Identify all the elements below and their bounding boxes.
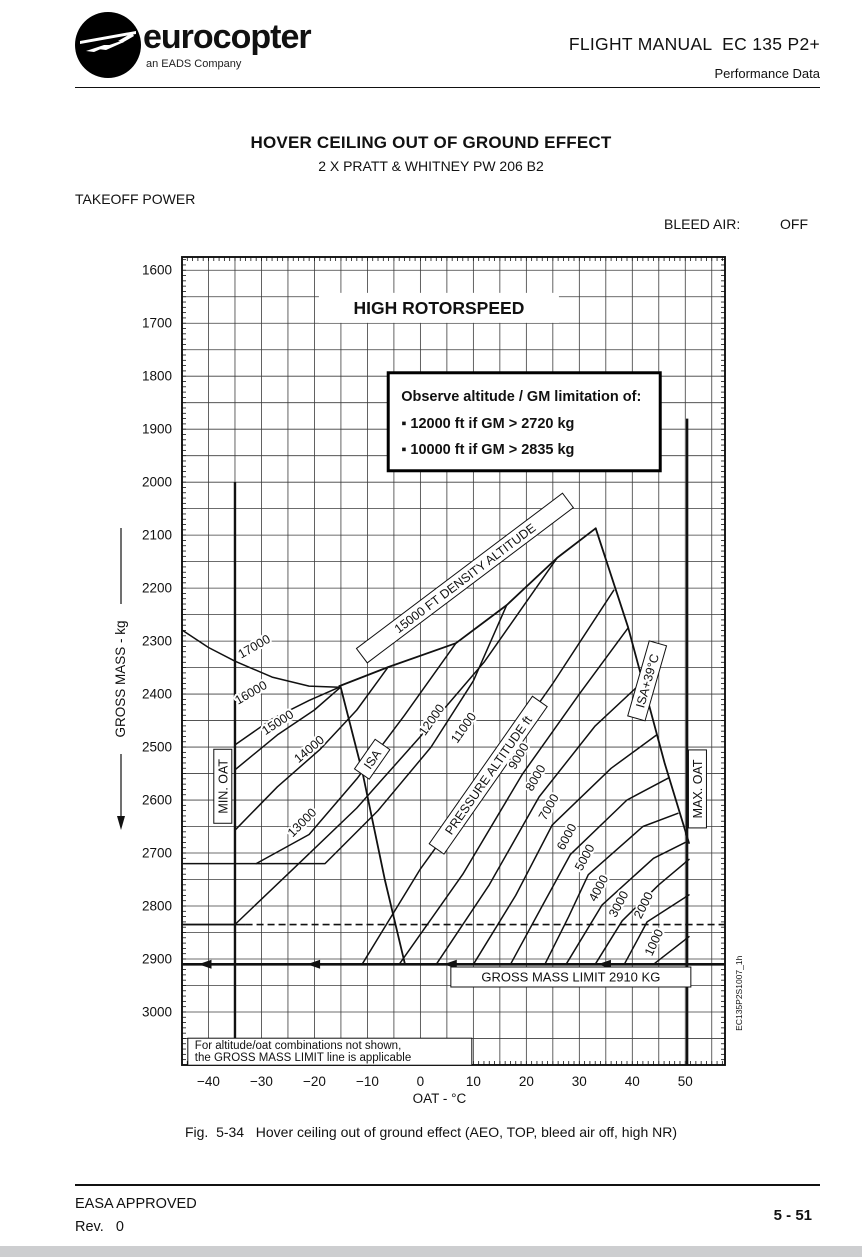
page-title: HOVER CEILING OUT OF GROUND EFFECT (250, 133, 612, 152)
svg-text:1700: 1700 (142, 316, 172, 331)
svg-text:1600: 1600 (142, 263, 172, 278)
svg-text:For altitude/oat combinations: For altitude/oat combinations not shown, (195, 1040, 401, 1052)
condition-takeoff-power: TAKEOFF POWER (75, 191, 196, 207)
brand-subtitle: an EADS Company (146, 58, 242, 70)
svg-text:1000: 1000 (642, 927, 666, 958)
rotor-blade-icon (80, 31, 136, 44)
svg-text:OAT - °C: OAT - °C (413, 1091, 467, 1106)
svg-text:GROSS MASS - kg: GROSS MASS - kg (113, 620, 128, 737)
svg-text:2400: 2400 (142, 687, 172, 702)
svg-text:15000: 15000 (259, 707, 296, 738)
svg-text:1800: 1800 (142, 369, 172, 384)
svg-text:11000: 11000 (448, 710, 479, 746)
figure-caption: Fig. 5-34 Hover ceiling out of ground ef… (184, 1124, 678, 1140)
bleed-air-label: BLEED AIR: (664, 216, 741, 232)
svg-text:1900: 1900 (142, 422, 172, 437)
document-title: FLIGHT MANUAL EC 135 P2+ (568, 34, 820, 54)
svg-text:5000: 5000 (572, 842, 597, 873)
footer-approval: EASA APPROVED (75, 1196, 197, 1212)
brand-wordmark: eurocopter (143, 18, 312, 56)
svg-text:16000: 16000 (232, 678, 269, 708)
svg-text:Observe altitude / GM limitati: Observe altitude / GM limitation of: (401, 389, 641, 405)
svg-text:14000: 14000 (291, 733, 327, 766)
svg-text:6000: 6000 (554, 821, 579, 852)
svg-text:50: 50 (678, 1074, 693, 1089)
svg-text:2600: 2600 (142, 793, 172, 808)
brand-logo (74, 11, 142, 79)
svg-text:▪ 10000 ft if GM > 2835 kg: ▪ 10000 ft if GM > 2835 kg (401, 442, 574, 458)
svg-text:2000: 2000 (631, 890, 656, 921)
svg-text:the GROSS MASS LIMIT line is a: the GROSS MASS LIMIT line is applicable (195, 1052, 411, 1064)
svg-text:−10: −10 (356, 1074, 379, 1089)
svg-text:EC135P2S1007_1h: EC135P2S1007_1h (734, 955, 744, 1030)
svg-text:0: 0 (417, 1074, 425, 1089)
svg-text:2500: 2500 (142, 740, 172, 755)
footer-page-number: 5 - 51 (773, 1207, 812, 1224)
svg-text:2900: 2900 (142, 951, 172, 966)
document-section: Performance Data (714, 66, 821, 81)
footer-rule (75, 1184, 820, 1186)
svg-text:20: 20 (519, 1074, 534, 1089)
svg-text:3000: 3000 (142, 1004, 172, 1019)
svg-text:MAX. OAT: MAX. OAT (691, 759, 705, 818)
page-bottom-bar (0, 1246, 862, 1257)
svg-text:▪ 12000 ft if GM > 2720 kg: ▪ 12000 ft if GM > 2720 kg (401, 416, 574, 432)
bleed-air-value: OFF (780, 216, 808, 232)
header-rule (75, 87, 820, 88)
svg-text:2000: 2000 (142, 475, 172, 490)
svg-text:2100: 2100 (142, 528, 172, 543)
svg-text:2300: 2300 (142, 634, 172, 649)
page-subtitle: 2 X PRATT & WHITNEY PW 206 B2 (318, 158, 544, 174)
svg-text:40: 40 (625, 1074, 640, 1089)
svg-text:10: 10 (466, 1074, 481, 1089)
svg-text:−40: −40 (197, 1074, 220, 1089)
footer-revision: Rev. 0 (75, 1219, 124, 1235)
svg-text:2700: 2700 (142, 846, 172, 861)
svg-text:HIGH ROTORSPEED: HIGH ROTORSPEED (354, 298, 525, 318)
svg-text:2200: 2200 (142, 581, 172, 596)
svg-text:−20: −20 (303, 1074, 326, 1089)
svg-text:MIN. OAT: MIN. OAT (216, 759, 230, 814)
svg-text:30: 30 (572, 1074, 587, 1089)
svg-text:GROSS MASS LIMIT 2910 KG: GROSS MASS LIMIT 2910 KG (481, 969, 660, 984)
svg-text:17000: 17000 (236, 632, 273, 662)
svg-text:2800: 2800 (142, 899, 172, 914)
svg-text:−30: −30 (250, 1074, 273, 1089)
svg-text:15000 FT DENSITY ALTITUDE: 15000 FT DENSITY ALTITUDE (392, 521, 539, 636)
